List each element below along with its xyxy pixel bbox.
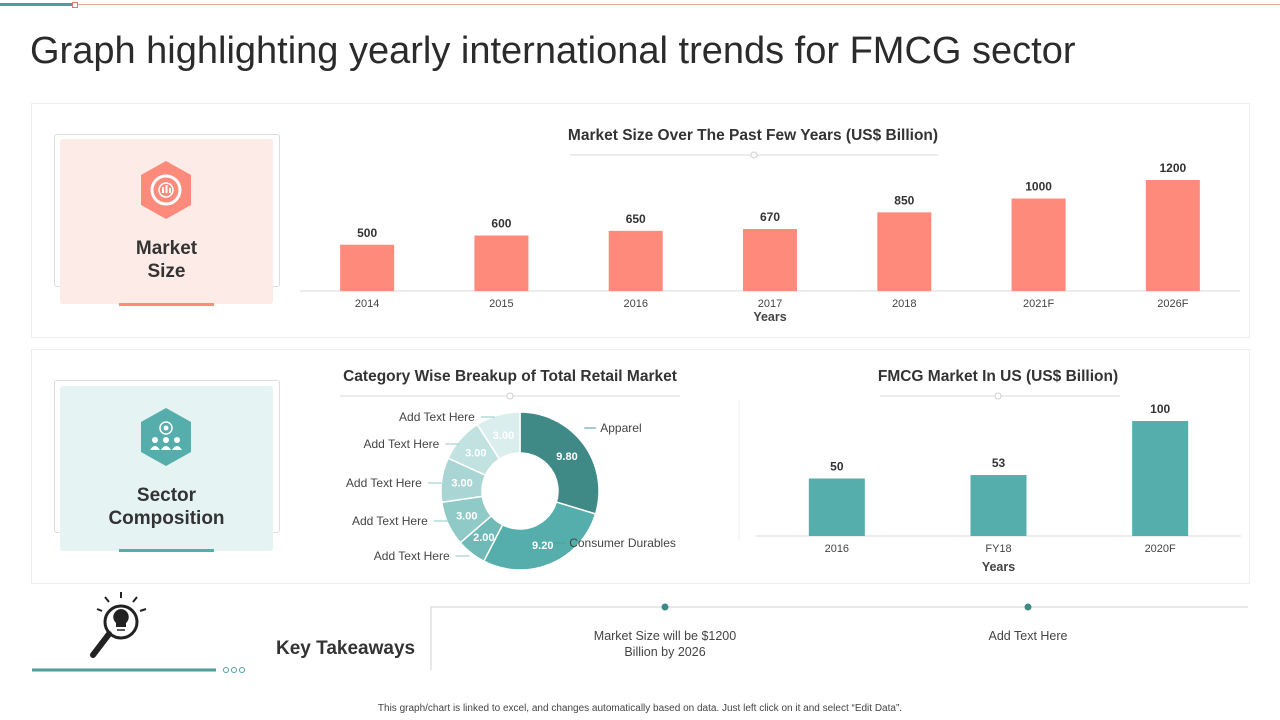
tick-label: 2018 (892, 298, 916, 310)
bar[interactable] (1132, 421, 1189, 536)
slice-value-label: 2.00 (473, 532, 494, 544)
data-label: 670 (760, 210, 780, 224)
tick-label: 2016 (623, 298, 647, 310)
sector-label-line2: Composition (108, 508, 225, 529)
bar[interactable] (743, 229, 797, 291)
slice-category-label: Apparel (600, 421, 641, 435)
takeaway-marker (661, 603, 669, 611)
slice-value-label: 9.20 (532, 540, 553, 552)
data-label: 53 (992, 456, 1006, 470)
slice-value-label: 3.00 (493, 430, 514, 442)
takeaway-2: Add Text Here (988, 629, 1068, 643)
bar[interactable] (877, 212, 932, 291)
market-size-chart-title: Market Size Over The Past Few Years (US$… (567, 127, 939, 144)
target-chart-icon (141, 161, 191, 219)
slice-category-label: Add Text Here (363, 437, 439, 451)
tick-label: 2014 (355, 298, 379, 310)
slice-category-label: Add Text Here (352, 514, 428, 528)
chart-title-rule-dot (750, 151, 758, 159)
page-title: Graph highlighting yearly international … (30, 30, 1076, 72)
footer-note: This graph/chart is linked to excel, and… (377, 703, 903, 714)
slice-value-label: 9.80 (556, 451, 577, 463)
donut-title-rule-dot (506, 392, 514, 400)
tick-label: 2020F (1145, 543, 1176, 555)
takeaways-bracket (430, 606, 1248, 670)
x-axis-label: Years (753, 310, 786, 324)
data-label: 600 (491, 217, 511, 231)
bar[interactable] (340, 244, 395, 291)
top-rule-accent (0, 3, 72, 6)
bar[interactable] (970, 475, 1027, 536)
lightbulb-magnifier-icon (90, 592, 147, 658)
slice-value-label: 3.00 (456, 510, 477, 522)
slice-category-label: Add Text Here (346, 476, 422, 490)
takeaway-1-line2: Billion by 2026 (624, 645, 706, 659)
data-label: 50 (830, 460, 844, 474)
market-size-label-line1: Market (135, 238, 198, 259)
tick-label: 2016 (825, 543, 849, 555)
market-size-card-underline (119, 303, 214, 306)
slice-category-label: Consumer Durables (569, 536, 676, 550)
top-rule (0, 4, 1280, 5)
bar[interactable] (1011, 198, 1066, 292)
takeaway-1: Market Size will be $1200 Billion by 202… (565, 628, 765, 660)
slice-value-label: 3.00 (465, 448, 486, 460)
tick-label: 2017 (758, 298, 782, 310)
tick-label: 2026F (1157, 298, 1188, 310)
bar[interactable] (474, 235, 529, 292)
market-size-label-line2: Size (147, 261, 186, 282)
takeaway-marker (1024, 603, 1032, 611)
bar[interactable] (808, 478, 865, 537)
tick-label: FY18 (985, 543, 1011, 555)
sector-label: Sector Composition (60, 484, 273, 530)
pager-dot[interactable] (231, 667, 237, 673)
top-rule-dot (72, 2, 78, 8)
data-label: 650 (626, 212, 646, 226)
sector-label-line1: Sector (136, 485, 197, 506)
donut-slice[interactable] (482, 501, 597, 571)
x-axis-label: Years (982, 560, 1015, 574)
data-label: 1200 (1160, 161, 1187, 175)
data-label: 1000 (1025, 180, 1052, 194)
team-target-icon (141, 408, 191, 466)
donut-slice[interactable] (476, 411, 521, 461)
pager-dot[interactable] (239, 667, 245, 673)
bar[interactable] (608, 230, 663, 291)
sector-card: Sector Composition (60, 386, 273, 551)
pager-dot[interactable] (223, 667, 229, 673)
data-label: 100 (1150, 402, 1170, 416)
key-takeaways-label: Key Takeaways (276, 638, 416, 659)
bar[interactable] (1145, 180, 1200, 291)
donut-chart-title: Category Wise Breakup of Total Retail Ma… (343, 368, 677, 385)
us-chart-title: FMCG Market In US (US$ Billion) (877, 368, 1119, 385)
slice-category-label: Add Text Here (399, 410, 475, 424)
data-label: 500 (357, 226, 377, 240)
sector-card-underline (119, 549, 214, 552)
donut-hole-ring (484, 455, 556, 527)
slice-category-label: Add Text Here (374, 549, 450, 563)
us-title-rule-dot (994, 392, 1002, 400)
tick-label: 2021F (1023, 298, 1054, 310)
market-size-label: Market Size (60, 237, 273, 283)
tick-label: 2015 (489, 298, 513, 310)
donut-slice[interactable] (519, 411, 600, 515)
market-size-card: Market Size (60, 139, 273, 304)
slice-value-label: 3.00 (451, 478, 472, 490)
data-label: 850 (894, 193, 914, 207)
takeaway-1-line1: Market Size will be $1200 (593, 629, 737, 643)
